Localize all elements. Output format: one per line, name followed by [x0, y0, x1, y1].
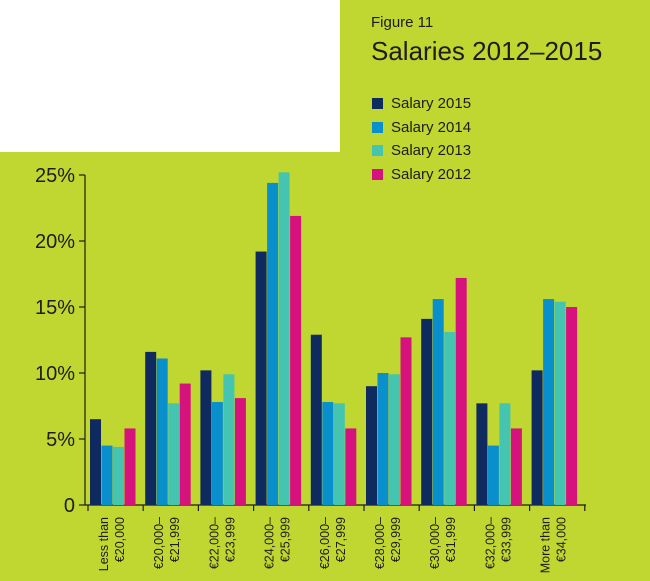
- legend-item-2012: Salary 2012: [372, 163, 471, 187]
- bar-salary-2014-6: [432, 299, 444, 505]
- legend-item-2013: Salary 2013: [372, 139, 471, 163]
- y-tick-label: 20%: [35, 231, 75, 253]
- bar-salary-2014-5: [377, 373, 389, 505]
- x-category-label: €30,000–: [428, 517, 442, 569]
- bar-salary-2012-3: [290, 215, 302, 506]
- bar-salary-2013-2: [223, 374, 235, 505]
- bar-salary-2013-1: [168, 403, 180, 505]
- bar-salary-2013-5: [389, 374, 400, 505]
- x-category-label: €29,999: [389, 517, 403, 562]
- legend: Salary 2015 Salary 2014 Salary 2013 Sala…: [372, 92, 471, 186]
- bar-salary-2012-2: [234, 398, 246, 505]
- x-category-label: €22,000–: [207, 517, 221, 569]
- bar-salary-2013-0: [113, 446, 124, 505]
- bar-salary-2013-7: [499, 403, 511, 505]
- y-tick-label: 10%: [35, 363, 75, 385]
- x-category-label: €34,000: [555, 517, 569, 562]
- x-category-label: €21,999: [168, 517, 182, 562]
- legend-swatch-2013: [372, 145, 383, 157]
- x-category-label: €23,999: [223, 517, 237, 562]
- x-category-label: €33,999: [499, 517, 513, 562]
- bar-salary-2014-4: [322, 402, 334, 505]
- bar-salary-2012-7: [510, 428, 522, 505]
- x-category-label: €20,000: [113, 517, 127, 562]
- bar-salary-2014-2: [211, 402, 223, 505]
- bar-salary-2013-4: [333, 403, 345, 505]
- legend-label-2014: Salary 2014: [391, 118, 472, 136]
- x-category-label: Less than: [97, 517, 111, 571]
- y-tick-label: 25%: [35, 165, 75, 187]
- x-category-label: €25,999: [279, 517, 293, 562]
- x-category-label: €28,000–: [373, 517, 387, 569]
- x-category-label: €27,999: [334, 517, 348, 562]
- bar-salary-2012-8: [566, 307, 578, 505]
- x-category-label: €26,000–: [318, 517, 332, 569]
- bar-salary-2015-3: [255, 251, 267, 505]
- bar-salary-2014-1: [156, 358, 168, 505]
- x-category-label: More than: [539, 517, 553, 573]
- bar-salary-2014-3: [267, 182, 279, 506]
- x-category-label: €20,000–: [152, 517, 166, 569]
- y-tick-label: 15%: [35, 297, 75, 319]
- bar-salary-2012-5: [400, 337, 412, 505]
- legend-swatch-2014: [372, 121, 383, 133]
- x-category-label: €31,999: [444, 517, 458, 562]
- bar-salary-2015-8: [531, 370, 543, 505]
- figure-label: Figure 11: [371, 14, 434, 31]
- bar-salary-2012-0: [124, 428, 136, 505]
- bar-salary-2015-7: [476, 403, 488, 505]
- bar-salary-2015-4: [310, 334, 322, 505]
- legend-swatch-2015: [372, 98, 383, 110]
- chart-title: Salaries 2012–2015: [371, 36, 603, 66]
- x-category-label: €24,000–: [263, 517, 277, 569]
- bar-salary-2015-6: [421, 318, 433, 505]
- bar-salary-2014-7: [487, 445, 499, 505]
- legend-label-2012: Salary 2012: [391, 165, 472, 183]
- x-category-label: €32,000–: [483, 517, 497, 569]
- bar-salary-2012-6: [455, 277, 467, 505]
- bar-salary-2013-8: [554, 301, 566, 505]
- bar-salary-2012-4: [345, 428, 357, 505]
- legend-label-2013: Salary 2013: [391, 142, 472, 160]
- bar-salary-2015-5: [366, 386, 377, 505]
- legend-item-2015: Salary 2015: [372, 92, 471, 116]
- legend-item-2014: Salary 2014: [372, 116, 471, 140]
- y-tick-label: 0: [64, 495, 75, 517]
- legend-label-2015: Salary 2015: [391, 95, 472, 113]
- bar-salary-2013-6: [444, 332, 456, 505]
- bar-salary-2015-1: [145, 351, 157, 505]
- bar-salary-2013-3: [278, 172, 290, 506]
- legend-swatch-2012: [372, 168, 383, 180]
- bar-salary-2014-8: [543, 299, 555, 505]
- y-tick-label: 5%: [46, 429, 75, 451]
- bar-salary-2014-0: [101, 445, 113, 505]
- bar-salary-2015-0: [90, 419, 101, 505]
- bar-salary-2012-1: [179, 383, 191, 505]
- bar-salary-2015-2: [200, 370, 212, 505]
